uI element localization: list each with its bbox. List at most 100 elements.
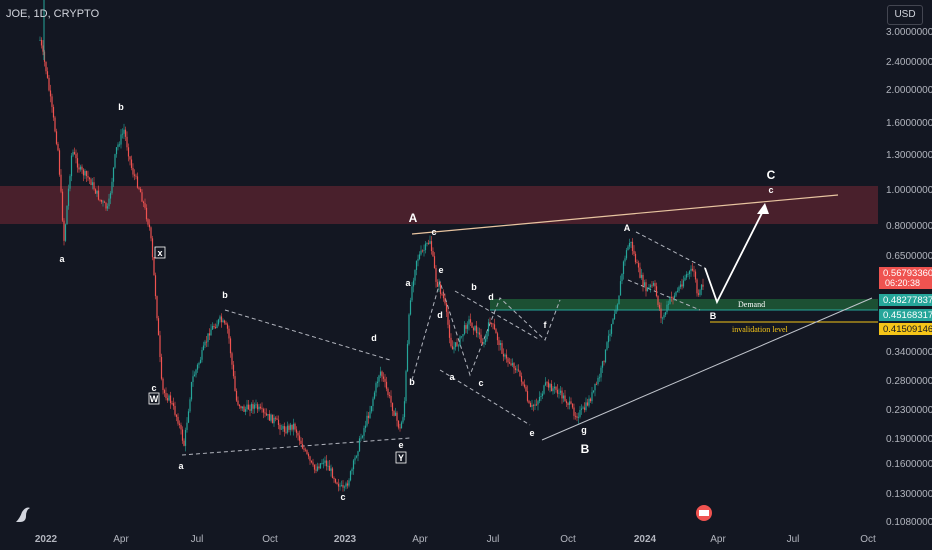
candle-body [460, 336, 463, 338]
candle-body [505, 354, 508, 359]
candle-body [57, 143, 59, 151]
candle-body [336, 482, 338, 484]
candle-body [585, 402, 587, 410]
candle-body [547, 382, 550, 388]
candle-body [676, 290, 679, 292]
candle-body [241, 406, 244, 409]
candle-body [592, 390, 595, 393]
candle-body [133, 174, 136, 176]
candle-body [277, 419, 280, 426]
candle-body [351, 469, 353, 472]
candle-body [181, 429, 184, 441]
demand-label: Demand [738, 300, 765, 309]
candle-body [538, 396, 541, 402]
candle-body [645, 282, 647, 292]
candle-body [379, 371, 382, 376]
candle-body [402, 417, 404, 423]
wave-label: Y [398, 453, 404, 463]
candle-body [661, 317, 664, 319]
price-tag-value: 0.48277837 [883, 295, 932, 306]
price-tag [879, 323, 932, 335]
candle-body [259, 406, 262, 409]
candle-body [363, 428, 365, 436]
candle-body [103, 201, 106, 203]
price-tag [879, 294, 932, 306]
candle-body [141, 192, 143, 202]
candle-body [384, 378, 386, 382]
candle-body [49, 90, 52, 97]
candle-body [453, 347, 455, 350]
candle-body [574, 415, 577, 417]
candle-body [414, 269, 416, 281]
candle-body [319, 463, 322, 469]
candle-body [276, 418, 278, 420]
wave-label: c [340, 492, 345, 502]
candle-body [234, 376, 236, 391]
candle-body [342, 485, 344, 488]
candle-body [282, 426, 284, 429]
candle-body [172, 403, 175, 407]
candle-body [577, 416, 580, 418]
candle-body [463, 325, 466, 335]
candle-body [159, 335, 161, 358]
candle-body [169, 395, 172, 404]
candle-body [58, 150, 61, 175]
candle-body [543, 385, 545, 394]
candle-body [222, 320, 224, 323]
candle-body [697, 293, 700, 295]
candle-body [492, 323, 494, 325]
candle-body [400, 422, 403, 429]
candle-body [177, 416, 179, 424]
candle-body [184, 429, 187, 446]
candle-body [321, 463, 323, 464]
candle-body [313, 464, 316, 470]
wave-label: e [398, 440, 403, 450]
candle-body [508, 362, 511, 364]
candle-body [250, 404, 253, 411]
candle-body [138, 187, 140, 189]
x-tick-label: Jul [191, 534, 204, 545]
candle-body [375, 383, 377, 393]
candle-body [109, 193, 112, 199]
wave-label: W [150, 394, 159, 404]
wave-label: b [471, 282, 477, 292]
price-tag [879, 309, 932, 321]
tradingview-logo-icon[interactable] [16, 507, 30, 523]
candle-body [88, 177, 91, 180]
candle-body [657, 295, 659, 305]
candle-body [465, 325, 467, 329]
candle-body [550, 384, 553, 392]
event-flag-icon[interactable] [696, 505, 712, 521]
channel-upper [454, 290, 541, 341]
candle-body [378, 375, 380, 382]
candle-body [219, 316, 221, 320]
candle-body [427, 242, 430, 244]
wave-label: d [437, 310, 443, 320]
candle-body [439, 284, 442, 294]
candle-body [348, 480, 350, 486]
x-tick-label: Jul [787, 534, 800, 545]
currency-button[interactable]: USD [887, 5, 923, 25]
candle-body [685, 274, 688, 278]
candle-body [243, 406, 245, 412]
candle-body [328, 465, 331, 471]
candle-body [370, 406, 373, 412]
candle-body [330, 468, 332, 471]
candle-body [529, 403, 532, 407]
wave-label: x [157, 248, 162, 258]
candle-body [442, 294, 445, 299]
candle-body [451, 346, 454, 350]
candle-body [175, 414, 178, 417]
candle-body [594, 383, 596, 391]
candle-body [142, 201, 145, 204]
candle-body [607, 335, 610, 343]
candle-body [388, 394, 391, 396]
candle-body [382, 376, 385, 379]
candle-body [396, 412, 398, 421]
candle-body [490, 323, 493, 325]
candle-body [279, 425, 281, 430]
candle-body [247, 404, 250, 410]
wave-label: b [118, 102, 124, 112]
